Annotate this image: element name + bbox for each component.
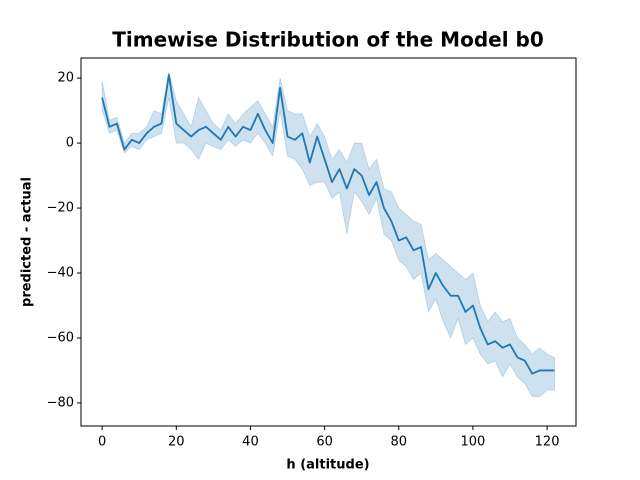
x-axis-label: h (altitude) — [286, 458, 369, 473]
y-tick-label: 0 — [66, 136, 74, 151]
x-tick-label: 40 — [242, 435, 259, 450]
y-tick-label: −20 — [47, 201, 74, 216]
y-axis-label: predicted - actual — [20, 177, 35, 307]
y-tick-label: −40 — [47, 266, 74, 281]
chart-title: Timewise Distribution of the Model b0 — [112, 28, 544, 52]
x-tick-label: 0 — [98, 435, 106, 450]
x-tick-label: 60 — [316, 435, 333, 450]
x-tick-label: 80 — [390, 435, 407, 450]
confidence-band — [101, 71, 555, 397]
y-tick-label: −80 — [47, 395, 74, 410]
y-tick-label: 20 — [57, 71, 74, 86]
x-tick-label: 100 — [461, 435, 486, 450]
x-tick-label: 120 — [535, 435, 560, 450]
line — [101, 73, 555, 375]
x-tick-label: 20 — [168, 435, 185, 450]
plot-frame — [80, 57, 577, 427]
y-tick-label: −60 — [47, 330, 74, 345]
